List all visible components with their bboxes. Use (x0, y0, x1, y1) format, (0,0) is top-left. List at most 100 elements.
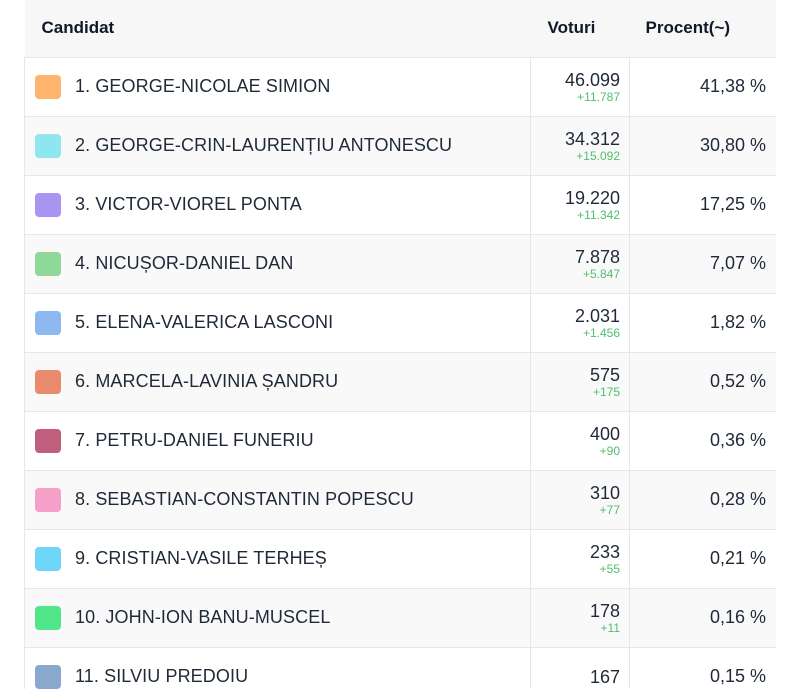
table-body: 1. GEORGE-NICOLAE SIMION 46.099 +11.787 41,… (24, 56, 776, 689)
votes-cell: 233 +55 (530, 528, 630, 588)
party-color-swatch (35, 487, 61, 512)
candidate-cell: 7. PETRU-DANIEL FUNERIU (24, 410, 531, 470)
votes-cell: 310 +77 (530, 469, 630, 529)
votes-count: 178 (589, 600, 620, 621)
percent-cell: 0,52 % (629, 351, 776, 411)
candidate-name: 3. VICTOR-VIOREL PONTA (75, 194, 302, 214)
party-color-swatch (35, 251, 61, 276)
votes-cell: 19.220 +11.342 (530, 174, 630, 234)
votes-delta: +11.787 (577, 89, 620, 104)
candidate-name: 10. JOHN-ION BANU-MUSCEL (75, 607, 331, 627)
table-row[interactable]: 1. GEORGE-NICOLAE SIMION 46.099 +11.787 41,… (24, 56, 776, 116)
party-color-swatch (35, 369, 61, 394)
table-row[interactable]: 4. NICUȘOR-DANIEL DAN 7.878 +5.847 7,07 % (24, 233, 776, 293)
table-row[interactable]: 10. JOHN-ION BANU-MUSCEL 178 +11 0,16 % (24, 587, 776, 647)
votes-cell: 167 (530, 646, 630, 689)
table-row[interactable]: 6. MARCELA-LAVINIA ȘANDRU 575 +175 0,52 % (24, 351, 776, 411)
votes-cell: 575 +175 (530, 351, 630, 411)
party-color-swatch (35, 428, 61, 453)
candidate-name: 2. GEORGE-CRIN-LAURENȚIU ANTONESCU (75, 135, 453, 155)
candidate-wrapper: 1. GEORGE-NICOLAE SIMION (35, 74, 530, 99)
party-color-swatch (35, 192, 61, 217)
table-row[interactable]: 7. PETRU-DANIEL FUNERIU 400 +90 0,36 % (24, 410, 776, 470)
votes-cell: 34.312 +15.092 (530, 115, 630, 175)
candidate-cell: 10. JOHN-ION BANU-MUSCEL (24, 587, 531, 647)
percent-cell: 30,80 % (629, 115, 776, 175)
candidate-cell: 4. NICUȘOR-DANIEL DAN (24, 233, 531, 293)
votes-cell: 178 +11 (530, 587, 630, 647)
percent-cell: 0,21 % (629, 528, 776, 588)
votes-cell: 7.878 +5.847 (530, 233, 630, 293)
votes-count: 34.312 (564, 128, 620, 149)
candidate-name: 1. GEORGE-NICOLAE SIMION (75, 76, 331, 96)
header-percent[interactable]: Procent(~) (645, 18, 731, 38)
results-table-container: Candidat Voturi Procent(~) 1. GEORGE-NIC… (24, 0, 776, 689)
percent-cell: 7,07 % (629, 233, 776, 293)
party-color-swatch (35, 310, 61, 335)
candidate-wrapper: 3. VICTOR-VIOREL PONTA (35, 192, 530, 217)
table-row[interactable]: 8. SEBASTIAN-CONSTANTIN POPESCU 310 +77 0,2… (24, 469, 776, 529)
votes-delta: +77 (599, 502, 620, 517)
votes-count: 7.878 (574, 246, 620, 267)
votes-count: 400 (589, 423, 620, 444)
party-color-swatch (35, 133, 61, 158)
candidate-wrapper: 8. SEBASTIAN-CONSTANTIN POPESCU (35, 487, 530, 512)
table-row[interactable]: 11. SILVIU PREDOIU 167 0,15 % (24, 646, 776, 689)
header-row: Candidat Voturi Procent(~) (24, 0, 776, 57)
party-color-swatch (35, 74, 61, 99)
percent-cell: 17,25 % (629, 174, 776, 234)
votes-delta: +175 (592, 384, 620, 399)
votes-cell: 400 +90 (530, 410, 630, 470)
candidate-name: 4. NICUȘOR-DANIEL DAN (75, 253, 294, 273)
header-votes[interactable]: Voturi (547, 18, 596, 38)
votes-delta: +15.092 (576, 148, 620, 163)
candidate-cell: 9. CRISTIAN-VASILE TERHEȘ (24, 528, 531, 588)
candidate-cell: 11. SILVIU PREDOIU (24, 646, 531, 689)
candidate-name: 9. CRISTIAN-VASILE TERHEȘ (75, 548, 327, 568)
candidate-wrapper: 2. GEORGE-CRIN-LAURENȚIU ANTONESCU (35, 133, 530, 158)
candidate-wrapper: 10. JOHN-ION BANU-MUSCEL (35, 605, 530, 630)
candidate-cell: 2. GEORGE-CRIN-LAURENȚIU ANTONESCU (24, 115, 531, 175)
table-row[interactable]: 5. ELENA-VALERICA LASCONI 2.031 +1.456 1,82… (24, 292, 776, 352)
party-color-swatch (35, 664, 61, 689)
votes-delta: +55 (599, 561, 620, 576)
party-color-swatch (35, 605, 61, 630)
candidate-cell: 3. VICTOR-VIOREL PONTA (24, 174, 531, 234)
votes-delta: +90 (599, 443, 620, 458)
percent-cell: 0,16 % (629, 587, 776, 647)
votes-cell: 46.099 +11.787 (530, 56, 630, 116)
candidate-cell: 8. SEBASTIAN-CONSTANTIN POPESCU (24, 469, 531, 529)
candidate-wrapper: 11. SILVIU PREDOIU (35, 664, 530, 689)
votes-delta: +1.456 (582, 325, 620, 340)
votes-delta: +5.847 (582, 266, 620, 281)
candidate-wrapper: 9. CRISTIAN-VASILE TERHEȘ (35, 546, 530, 571)
table-row[interactable]: 2. GEORGE-CRIN-LAURENȚIU ANTONESCU 34.312… (24, 115, 776, 175)
candidate-name: 5. ELENA-VALERICA LASCONI (75, 312, 334, 332)
percent-cell: 0,15 % (629, 646, 776, 689)
table-row[interactable]: 3. VICTOR-VIOREL PONTA 19.220 +11.342 17,25… (24, 174, 776, 234)
candidate-cell: 6. MARCELA-LAVINIA ȘANDRU (24, 351, 531, 411)
votes-count: 233 (589, 541, 620, 562)
candidate-name: 7. PETRU-DANIEL FUNERIU (75, 430, 314, 450)
candidate-wrapper: 4. NICUȘOR-DANIEL DAN (35, 251, 530, 276)
candidate-name: 11. SILVIU PREDOIU (75, 666, 249, 687)
candidate-wrapper: 7. PETRU-DANIEL FUNERIU (35, 428, 530, 453)
candidate-cell: 1. GEORGE-NICOLAE SIMION (24, 56, 531, 116)
percent-cell: 0,36 % (629, 410, 776, 470)
candidate-name: 8. SEBASTIAN-CONSTANTIN POPESCU (75, 489, 414, 509)
votes-delta: +11.342 (577, 207, 620, 222)
table-header: Candidat Voturi Procent(~) (24, 0, 776, 57)
percent-cell: 1,82 % (629, 292, 776, 352)
votes-count: 2.031 (574, 305, 620, 326)
candidate-name: 6. MARCELA-LAVINIA ȘANDRU (75, 371, 339, 391)
table-row[interactable]: 9. CRISTIAN-VASILE TERHEȘ 233 +55 0,21 % (24, 528, 776, 588)
percent-cell: 0,28 % (629, 469, 776, 529)
votes-cell: 2.031 +1.456 (530, 292, 630, 352)
votes-delta: +11 (600, 620, 620, 635)
header-candidate[interactable]: Candidat (41, 18, 115, 38)
candidate-cell: 5. ELENA-VALERICA LASCONI (24, 292, 531, 352)
votes-count: 46.099 (564, 69, 620, 90)
candidate-wrapper: 6. MARCELA-LAVINIA ȘANDRU (35, 369, 530, 394)
party-color-swatch (35, 546, 61, 571)
results-table: Candidat Voturi Procent(~) 1. GEORGE-NIC… (24, 0, 776, 689)
